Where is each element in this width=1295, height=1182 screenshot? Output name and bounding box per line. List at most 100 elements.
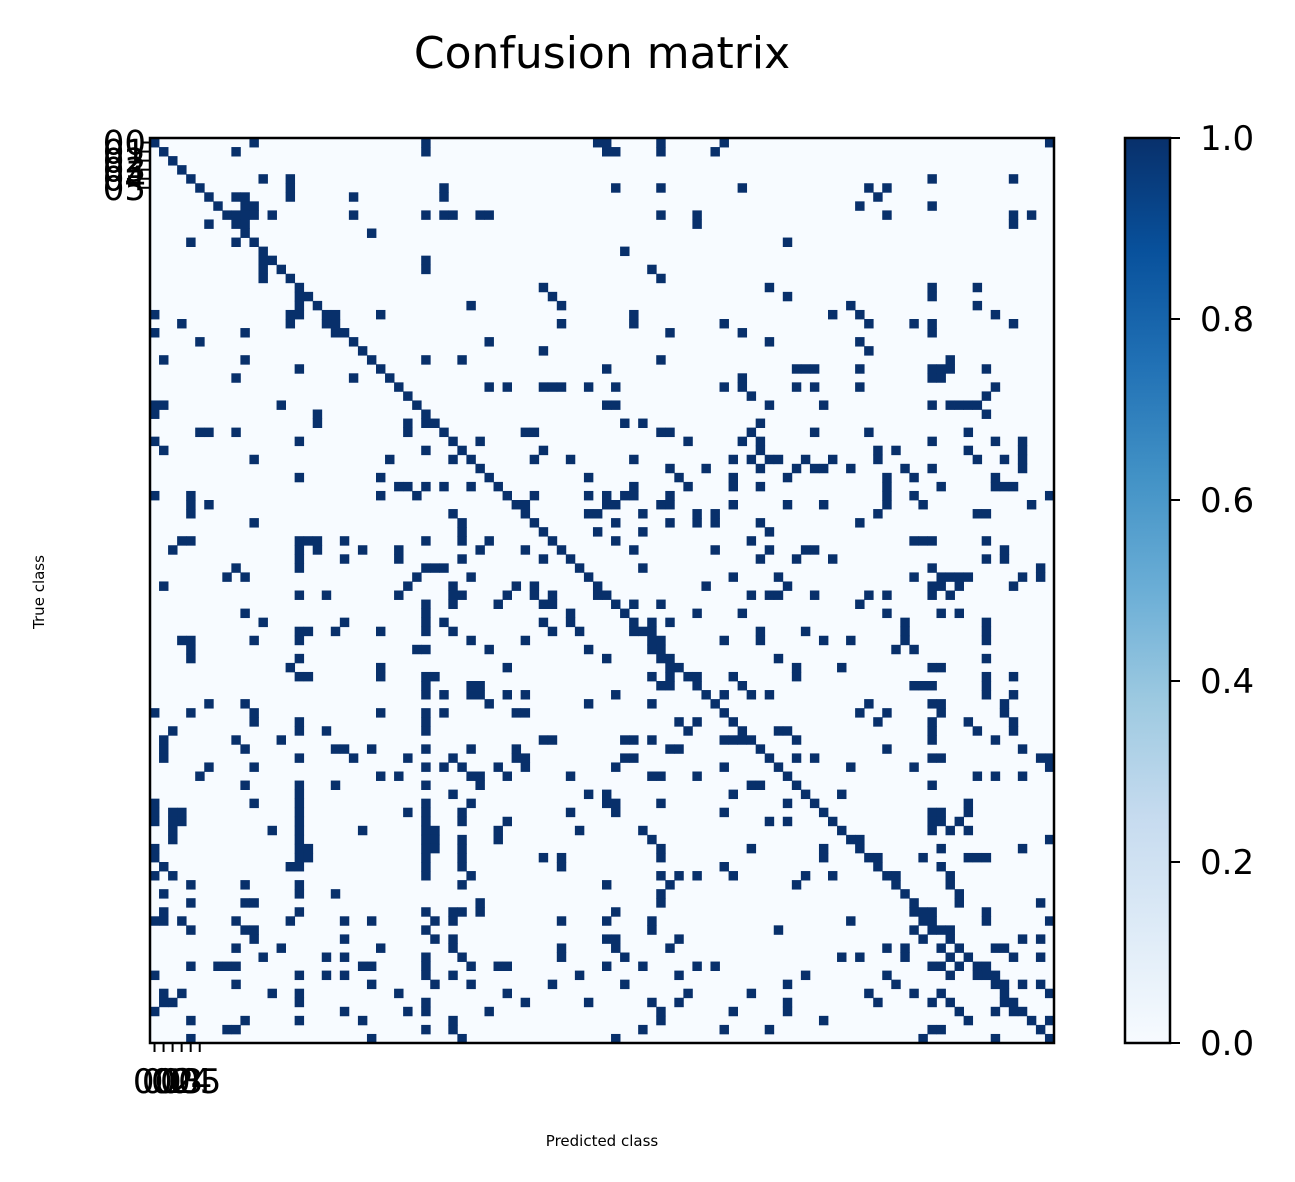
heatmap-cell	[565, 554, 576, 564]
heatmap-cell	[999, 988, 1010, 999]
heatmap-cell	[710, 961, 720, 971]
heatmap-cell	[602, 789, 612, 800]
heatmap-cell	[945, 572, 955, 582]
heatmap-cell	[755, 481, 766, 492]
heatmap-cell	[909, 572, 919, 582]
heatmap-cell	[782, 726, 793, 736]
heatmap-cell	[791, 880, 802, 890]
heatmap-cell	[927, 364, 937, 374]
heatmap-cell	[439, 690, 449, 700]
heatmap-cell	[159, 862, 169, 872]
heatmap-cell	[782, 472, 793, 483]
heatmap-cell	[222, 572, 232, 582]
heatmap-cell	[945, 364, 955, 374]
heatmap-cell	[276, 400, 286, 410]
heatmap-cell	[728, 735, 738, 745]
heatmap-cell	[909, 644, 919, 655]
heatmap-cell	[855, 337, 865, 347]
heatmap-cell	[945, 871, 955, 881]
heatmap-cell	[927, 816, 937, 827]
heatmap-cell	[258, 264, 268, 275]
heatmap-cell	[394, 382, 404, 392]
heatmap-cell	[457, 554, 467, 564]
heatmap-cell	[728, 500, 738, 510]
heatmap-cell	[448, 1015, 458, 1026]
heatmap-cell	[665, 490, 675, 501]
heatmap-cell	[800, 454, 811, 465]
heatmap-cell	[583, 382, 594, 392]
heatmap-cell	[294, 653, 305, 664]
heatmap-cell	[746, 988, 757, 999]
heatmap-cell	[990, 1033, 1001, 1044]
heatmap-cell	[800, 364, 811, 374]
heatmap-cell	[294, 780, 305, 790]
heatmap-cell	[773, 653, 784, 664]
heatmap-cell	[882, 970, 892, 981]
heatmap-cell	[330, 744, 341, 754]
heatmap-cell	[620, 418, 630, 428]
heatmap-cell	[412, 572, 422, 582]
heatmap-cell	[448, 509, 458, 519]
heatmap-cell	[809, 590, 820, 600]
heatmap-cell	[1035, 1024, 1046, 1035]
heatmap-cell	[602, 653, 612, 664]
heatmap-cell	[692, 771, 702, 781]
heatmap-cell	[403, 753, 413, 763]
heatmap-cell	[457, 834, 467, 845]
heatmap-cell	[240, 744, 250, 754]
heatmap-cell	[936, 925, 946, 935]
heatmap-cell	[692, 961, 702, 971]
heatmap-cell	[909, 319, 919, 329]
heatmap-cell	[276, 264, 286, 275]
heatmap-cell	[394, 545, 404, 555]
heatmap-cell	[719, 762, 729, 772]
heatmap-cell	[448, 789, 458, 800]
heatmap-cell	[493, 599, 503, 609]
heatmap-cell	[502, 690, 512, 700]
heatmap-cell	[484, 536, 494, 546]
heatmap-cell	[927, 780, 937, 790]
heatmap-cell	[737, 382, 748, 392]
heatmap-cell	[737, 735, 748, 745]
heatmap-cell	[782, 291, 793, 302]
heatmap-cell	[592, 138, 603, 148]
heatmap-cell	[954, 1006, 964, 1017]
heatmap-cell	[1017, 436, 1028, 447]
heatmap-cell	[376, 662, 386, 673]
heatmap-cell	[421, 1006, 431, 1017]
heatmap-cell	[231, 735, 241, 745]
heatmap-cell	[629, 481, 639, 492]
heatmap-cell	[927, 400, 937, 410]
heatmap-cell	[583, 644, 594, 655]
heatmap-cell	[186, 880, 196, 890]
heatmap-cell	[909, 898, 919, 908]
heatmap-cell	[502, 662, 512, 673]
heatmap-cell	[882, 871, 892, 881]
heatmap-cell	[421, 210, 431, 220]
heatmap-cell	[647, 771, 657, 781]
heatmap-cell	[981, 970, 992, 981]
heatmap-cell	[177, 807, 187, 818]
heatmap-cell	[683, 481, 693, 492]
y-tick-label: 03	[103, 151, 146, 191]
heatmap-cell	[366, 961, 377, 971]
heatmap-cell	[665, 880, 675, 890]
heatmap-cell	[177, 816, 187, 827]
heatmap-cell	[421, 681, 431, 691]
heatmap-cell	[1017, 454, 1028, 465]
heatmap-cell	[529, 454, 540, 465]
heatmap-cell	[927, 961, 937, 971]
heatmap-cell	[475, 210, 485, 220]
heatmap-cell	[583, 789, 594, 800]
heatmap-cell	[547, 590, 558, 600]
heatmap-cell	[891, 445, 901, 456]
heatmap-cell	[348, 192, 359, 202]
colorbar-frame	[1123, 136, 1172, 1045]
heatmap-cell	[764, 753, 775, 763]
heatmap-cell	[159, 753, 169, 763]
heatmap-cell	[692, 210, 702, 220]
heatmap-cell	[656, 889, 666, 899]
heatmap-cell	[502, 590, 512, 600]
